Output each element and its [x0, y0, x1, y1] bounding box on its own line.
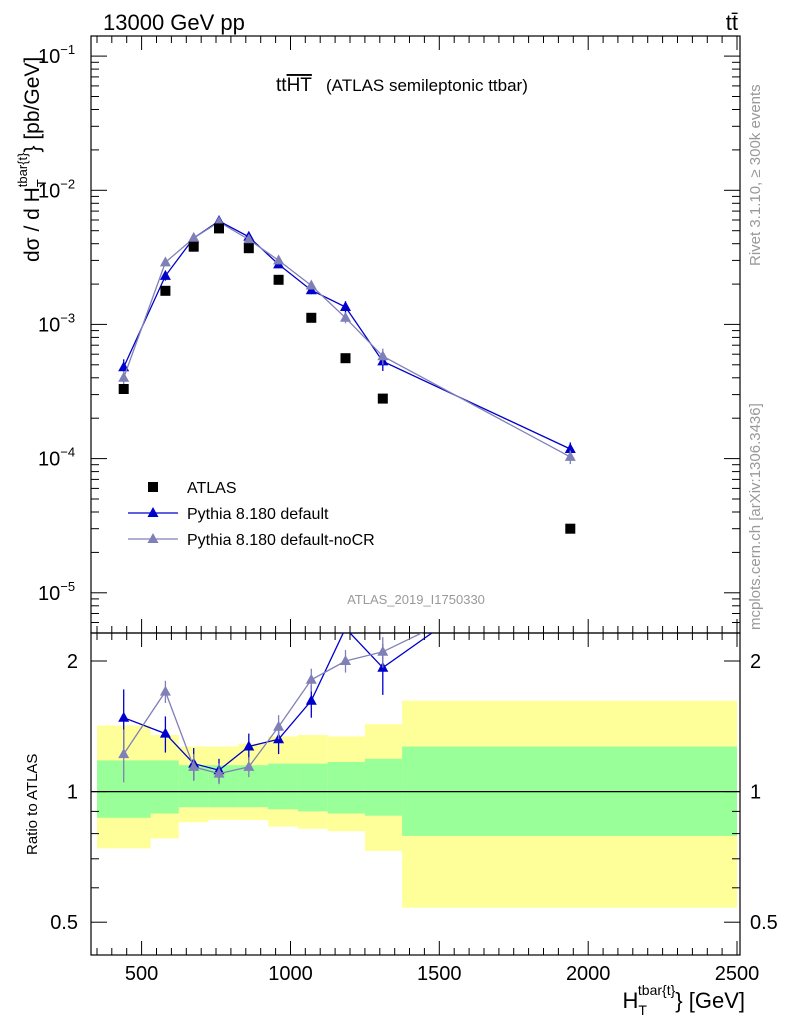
band-inner-bin — [297, 763, 328, 812]
rivet-version-label: Rivet 3.1.10, ≥ 300k events — [747, 84, 764, 266]
band-inner-bin — [150, 760, 179, 814]
legend-label: Pythia 8.180 default-noCR — [187, 532, 375, 549]
band-inner-bin — [327, 762, 365, 814]
ratio-series-point — [273, 720, 285, 731]
series-point — [243, 233, 255, 244]
series-point — [273, 254, 285, 265]
ratio-tick-label: 2 — [750, 651, 761, 673]
series-point — [159, 269, 171, 280]
plot-title-rest: (ATLAS semileptonic ttbar) — [326, 76, 528, 95]
ratio-tick-label: 2 — [67, 651, 78, 673]
plot-title-main: tt — [276, 75, 287, 96]
mcplots-reference-label: mcplots.cern.ch [arXiv:1306.3436] — [747, 403, 764, 630]
process-label: tt̄ — [726, 10, 738, 35]
legend-marker — [147, 507, 159, 517]
data-point — [160, 285, 171, 296]
ratio-tick-label: 0.5 — [50, 912, 78, 934]
data-point — [214, 223, 224, 234]
ratio-series-point — [340, 655, 351, 665]
series-point — [340, 301, 351, 311]
legend-marker — [148, 482, 158, 492]
ratio-series-point — [118, 748, 130, 759]
series-point — [118, 371, 130, 382]
data-point — [306, 312, 317, 323]
y-tick-label: 10−2 — [38, 176, 75, 202]
collision-energy-label: 13000 GeV pp — [103, 10, 245, 35]
series-point — [159, 256, 171, 267]
series-point — [377, 350, 389, 361]
y-tick-label: 10−4 — [38, 445, 75, 471]
y-axis-label: dσ / d HTtbar{t}} [pb/GeV] — [15, 57, 49, 262]
ratio-series-point — [188, 760, 200, 771]
series-point — [340, 311, 351, 322]
uncertainty-bands — [91, 700, 740, 908]
x-tick-label: 2000 — [566, 963, 611, 985]
plot-title: ttHT — [276, 75, 312, 96]
ratio-series-point — [243, 760, 255, 771]
data-point — [377, 393, 388, 404]
band-inner-bin — [268, 763, 298, 810]
legend-marker — [147, 533, 159, 543]
data-marks — [118, 215, 576, 785]
x-tick-label: 2500 — [715, 963, 760, 985]
y-tick-label: 10−3 — [38, 310, 75, 336]
ratio-tick-label: 1 — [750, 782, 761, 804]
ratio-series-point — [213, 767, 225, 778]
data-point — [118, 384, 129, 394]
series-line — [123, 220, 571, 450]
data-point — [565, 523, 576, 534]
legend-label: ATLAS — [187, 480, 237, 497]
x-tick-label: 1000 — [268, 963, 313, 985]
ratio-series-point — [305, 694, 317, 705]
ratio-series-point — [159, 727, 171, 738]
ratio-series-line — [123, 633, 424, 775]
ratio-plot-frame — [90, 632, 741, 956]
ratio-series-point — [243, 740, 255, 751]
series-point — [564, 443, 576, 453]
x-axis-label: HTtbar{t}} [GeV] — [622, 982, 745, 1018]
legend-label: Pythia 8.180 default — [187, 506, 329, 523]
band-inner-bin — [238, 765, 269, 808]
series-point — [564, 450, 576, 461]
x-tick-label: 500 — [125, 963, 158, 985]
y-tick-label: 10−1 — [38, 42, 75, 68]
x-tick-label: 1500 — [417, 963, 462, 985]
ratio-series-point — [305, 673, 317, 684]
legend: ATLAS Pythia 8.180 default Pythia 8.180 de… — [128, 480, 375, 549]
series-point — [305, 279, 317, 290]
y-tick-label: 10−5 — [38, 579, 75, 605]
ratio-series-point — [159, 685, 171, 696]
analysis-id-label: ATLAS_2019_I1750330 — [347, 592, 485, 607]
ratio-series-point — [377, 645, 389, 656]
plot-title-overline: HT — [287, 75, 313, 96]
data-point — [340, 353, 351, 364]
ratio-series-point — [118, 711, 130, 722]
data-point — [188, 241, 199, 252]
ratio-tick-label: 1 — [67, 782, 78, 804]
ratio-axis-label: Ratio to ATLAS — [24, 754, 41, 855]
ratio-series-line — [123, 633, 433, 771]
series-point — [188, 232, 200, 243]
data-point — [273, 274, 284, 285]
series-line — [123, 221, 571, 458]
data-point — [243, 243, 254, 254]
ratio-tick-label: 0.5 — [750, 912, 778, 934]
band-inner-bin — [364, 758, 403, 816]
